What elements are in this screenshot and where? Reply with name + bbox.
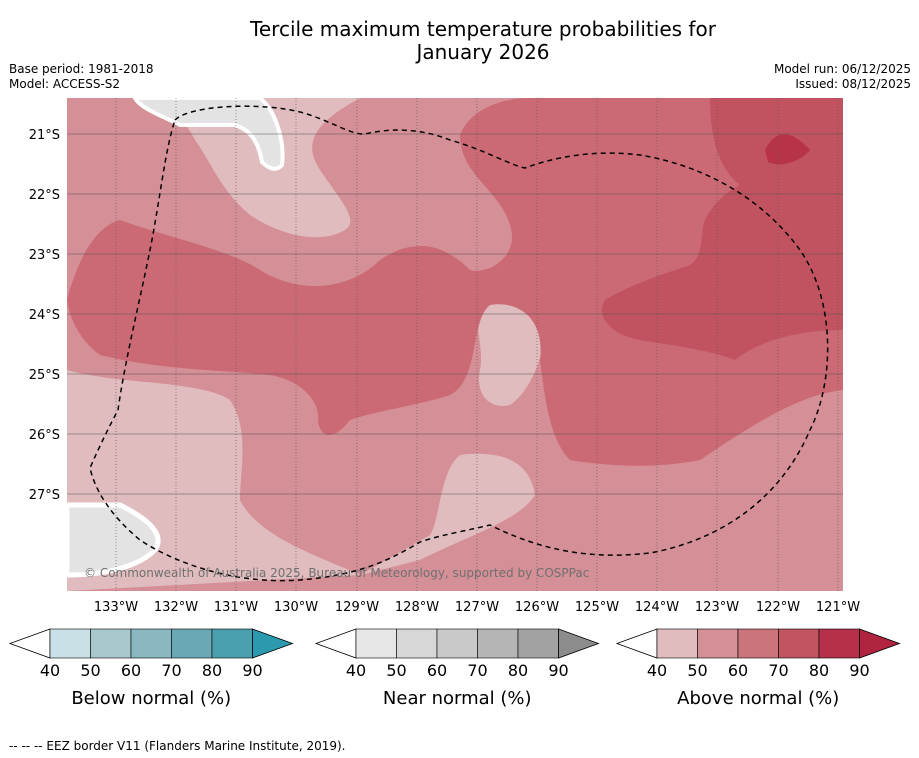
colorbar-tick: 50 xyxy=(80,661,100,680)
longitude-labels: 133°W 132°W 131°W 130°W 129°W 128°W 127°W 126°W… xyxy=(94,600,860,615)
lon-label: 125°W xyxy=(575,600,619,615)
zone-above-50-east xyxy=(800,395,843,540)
colorbar-tick: 90 xyxy=(548,661,568,680)
colorbar-tick: 70 xyxy=(161,661,181,680)
chart-title: Tercile maximum temperature probabilitie… xyxy=(0,18,919,64)
lon-label: 130°W xyxy=(274,600,318,615)
lat-label: 24°S xyxy=(29,308,60,323)
colorbar-swatch xyxy=(778,628,820,659)
zone-near-40-north xyxy=(132,98,285,171)
colorbar-tick: 90 xyxy=(242,661,262,680)
colorbar-tick: 50 xyxy=(687,661,707,680)
colorbar-3: 40 50 60 70 80 90 Above normal (%) xyxy=(615,628,901,709)
colorbar-swatch xyxy=(697,628,739,659)
colorbar-under-arrow xyxy=(8,628,51,659)
colorbar-swatch xyxy=(130,628,172,659)
lon-label: 131°W xyxy=(214,600,258,615)
colorbar-tick: 60 xyxy=(121,661,141,680)
colorbar-swatch xyxy=(90,628,132,659)
colorbar-tick: 90 xyxy=(849,661,869,680)
colorbar-swatch xyxy=(49,628,91,659)
colorbar-under-arrow xyxy=(615,628,658,659)
colorbar-over-arrow xyxy=(859,628,901,659)
footnote: -- -- -- EEZ border V11 (Flanders Marine… xyxy=(9,739,346,753)
lat-label: 23°S xyxy=(29,248,60,263)
lon-label: 128°W xyxy=(395,600,439,615)
colorbar-tick: 50 xyxy=(386,661,406,680)
colorbar-swatch xyxy=(818,628,860,659)
map-plot-area: © Commonwealth of Australia 2025, Bureau… xyxy=(67,98,843,591)
lat-label: 22°S xyxy=(29,188,60,203)
colorbar-swatch xyxy=(211,628,253,659)
eez-border xyxy=(89,105,829,582)
lat-label: 21°S xyxy=(29,128,60,143)
lon-label: 124°W xyxy=(635,600,679,615)
model-name: Model: ACCESS-S2 xyxy=(9,77,121,91)
colorbar-tick: 60 xyxy=(728,661,748,680)
colorbar-tick: 80 xyxy=(508,661,528,680)
zone-above-80 xyxy=(765,134,810,165)
colorbar-under-arrow xyxy=(314,628,357,659)
colorbar-swatch xyxy=(656,628,698,659)
lon-label: 129°W xyxy=(335,600,379,615)
colorbar-tick: 70 xyxy=(467,661,487,680)
colorbar-tick: 80 xyxy=(809,661,829,680)
lon-label: 132°W xyxy=(154,600,198,615)
colorbar-tick: 40 xyxy=(40,661,60,680)
lat-label: 26°S xyxy=(29,428,60,443)
base-period: Base period: 1981-2018 xyxy=(9,62,154,76)
latitude-labels: 21°S 22°S 23°S 24°S 25°S 26°S 27°S xyxy=(29,128,60,503)
colorbar-1: 40 50 60 70 80 90 Below normal (%) xyxy=(8,628,294,709)
lon-label: 122°W xyxy=(756,600,800,615)
map-gridlines xyxy=(67,98,843,591)
colorbar-swatch xyxy=(517,628,559,659)
lat-label: 25°S xyxy=(29,368,60,383)
colorbar-tick: 80 xyxy=(202,661,222,680)
title-line-2: January 2026 xyxy=(416,40,550,64)
colorbar-2: 40 50 60 70 80 90 Near normal (%) xyxy=(314,628,600,709)
model-run: Model run: 06/12/2025 xyxy=(773,62,911,76)
colorbar-tick: 40 xyxy=(346,661,366,680)
zone-above-40-north xyxy=(165,98,360,238)
colorbar-swatch xyxy=(396,628,438,659)
issued-date: Issued: 08/12/2025 xyxy=(795,77,911,91)
colorbar-over-arrow xyxy=(558,628,600,659)
colorbar-over-arrow xyxy=(252,628,294,659)
colorbar-swatch xyxy=(355,628,397,659)
meta-left: Base period: 1981-2018 Model: ACCESS-S2 xyxy=(9,62,154,92)
zone-above-40-south xyxy=(67,370,535,591)
colorbar-tick: 60 xyxy=(427,661,447,680)
colorbar-swatch xyxy=(436,628,478,659)
lon-label: 133°W xyxy=(94,600,138,615)
colorbars: 40 50 60 70 80 90 Below normal (%) 40 50 60 70 80 90… xyxy=(8,628,901,709)
lon-label: 123°W xyxy=(695,600,739,615)
colorbar-tick: 40 xyxy=(647,661,667,680)
lon-label: 121°W xyxy=(816,600,860,615)
zone-above-40-centre xyxy=(478,301,545,406)
zone-near-40-south xyxy=(67,502,161,578)
map-copyright: © Commonwealth of Australia 2025, Bureau… xyxy=(84,566,589,580)
colorbar-title: Near normal (%) xyxy=(383,688,532,709)
colorbar-tick: 70 xyxy=(768,661,788,680)
colorbar-swatch xyxy=(737,628,779,659)
title-line-1: Tercile maximum temperature probabilitie… xyxy=(250,17,716,41)
colorbar-title: Above normal (%) xyxy=(677,688,839,709)
lat-label: 27°S xyxy=(29,488,60,503)
lon-label: 127°W xyxy=(455,600,499,615)
colorbar-title: Below normal (%) xyxy=(71,688,231,709)
lon-label: 126°W xyxy=(515,600,559,615)
colorbar-swatch xyxy=(477,628,519,659)
meta-right: Model run: 06/12/2025 Issued: 08/12/2025 xyxy=(774,62,911,92)
colorbar-swatch xyxy=(171,628,213,659)
